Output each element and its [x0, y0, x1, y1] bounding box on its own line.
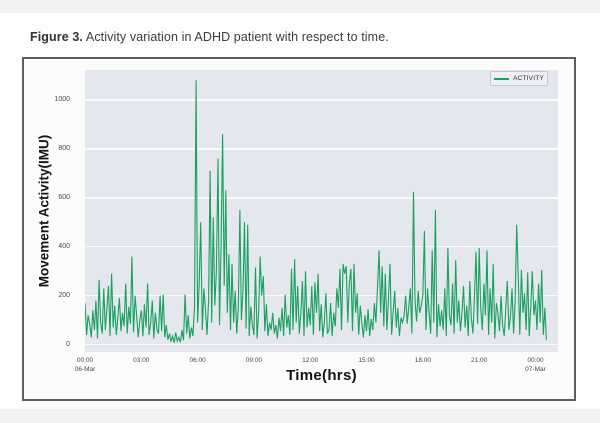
x-tick-label: 00:00 07-Mar — [505, 356, 565, 374]
y-tick-label: 800 — [58, 144, 70, 152]
y-tick-label: 200 — [58, 291, 70, 299]
y-tick-label: 600 — [58, 193, 70, 201]
activity-line — [85, 80, 547, 343]
x-tick-label: 15:00 — [358, 357, 375, 364]
gridline — [85, 197, 558, 199]
gridline — [85, 99, 558, 101]
gridline — [85, 294, 558, 297]
y-tick-label: 400 — [58, 242, 70, 250]
figure-caption-text: Activity variation in ADHD patient with … — [83, 30, 389, 44]
y-tick-label: 0 — [66, 340, 70, 348]
y-tick-label: 1000 — [54, 95, 70, 103]
x-tick-label: 09:00 — [245, 357, 263, 364]
legend: ACTIVITY — [490, 71, 548, 86]
legend-label: ACTIVITY — [513, 75, 544, 82]
y-axis-label: Movement Activity(IMU) — [36, 134, 52, 288]
activity-line-chart — [85, 80, 547, 343]
x-tick-sublabel: 06-Mar — [74, 366, 96, 374]
x-tick-sublabel: 07-Mar — [525, 366, 546, 374]
x-axis-label: Time(hrs) — [286, 367, 357, 384]
gridline — [85, 245, 558, 248]
gridline — [85, 148, 558, 150]
page-background: Figure 3. Activity variation in ADHD pat… — [0, 13, 600, 409]
figure-caption: Figure 3. Activity variation in ADHD pat… — [30, 30, 389, 44]
plot-area — [85, 70, 558, 352]
x-tick-label: 12:00 — [302, 357, 319, 364]
chart-figure: Movement Activity(IMU) ACTIVITY Time(hrs… — [22, 57, 576, 401]
gridline — [85, 343, 558, 346]
legend-line-swatch — [494, 77, 510, 80]
x-tick-label: 03:00 — [133, 357, 150, 364]
x-tick-label: 21:00 — [471, 357, 488, 364]
x-tick-label: 06:00 — [189, 357, 206, 364]
x-tick-label: 18:00 — [414, 357, 431, 364]
x-tick-label: 00:00 06-Mar — [55, 356, 115, 374]
figure-caption-label: Figure 3. — [30, 30, 83, 44]
